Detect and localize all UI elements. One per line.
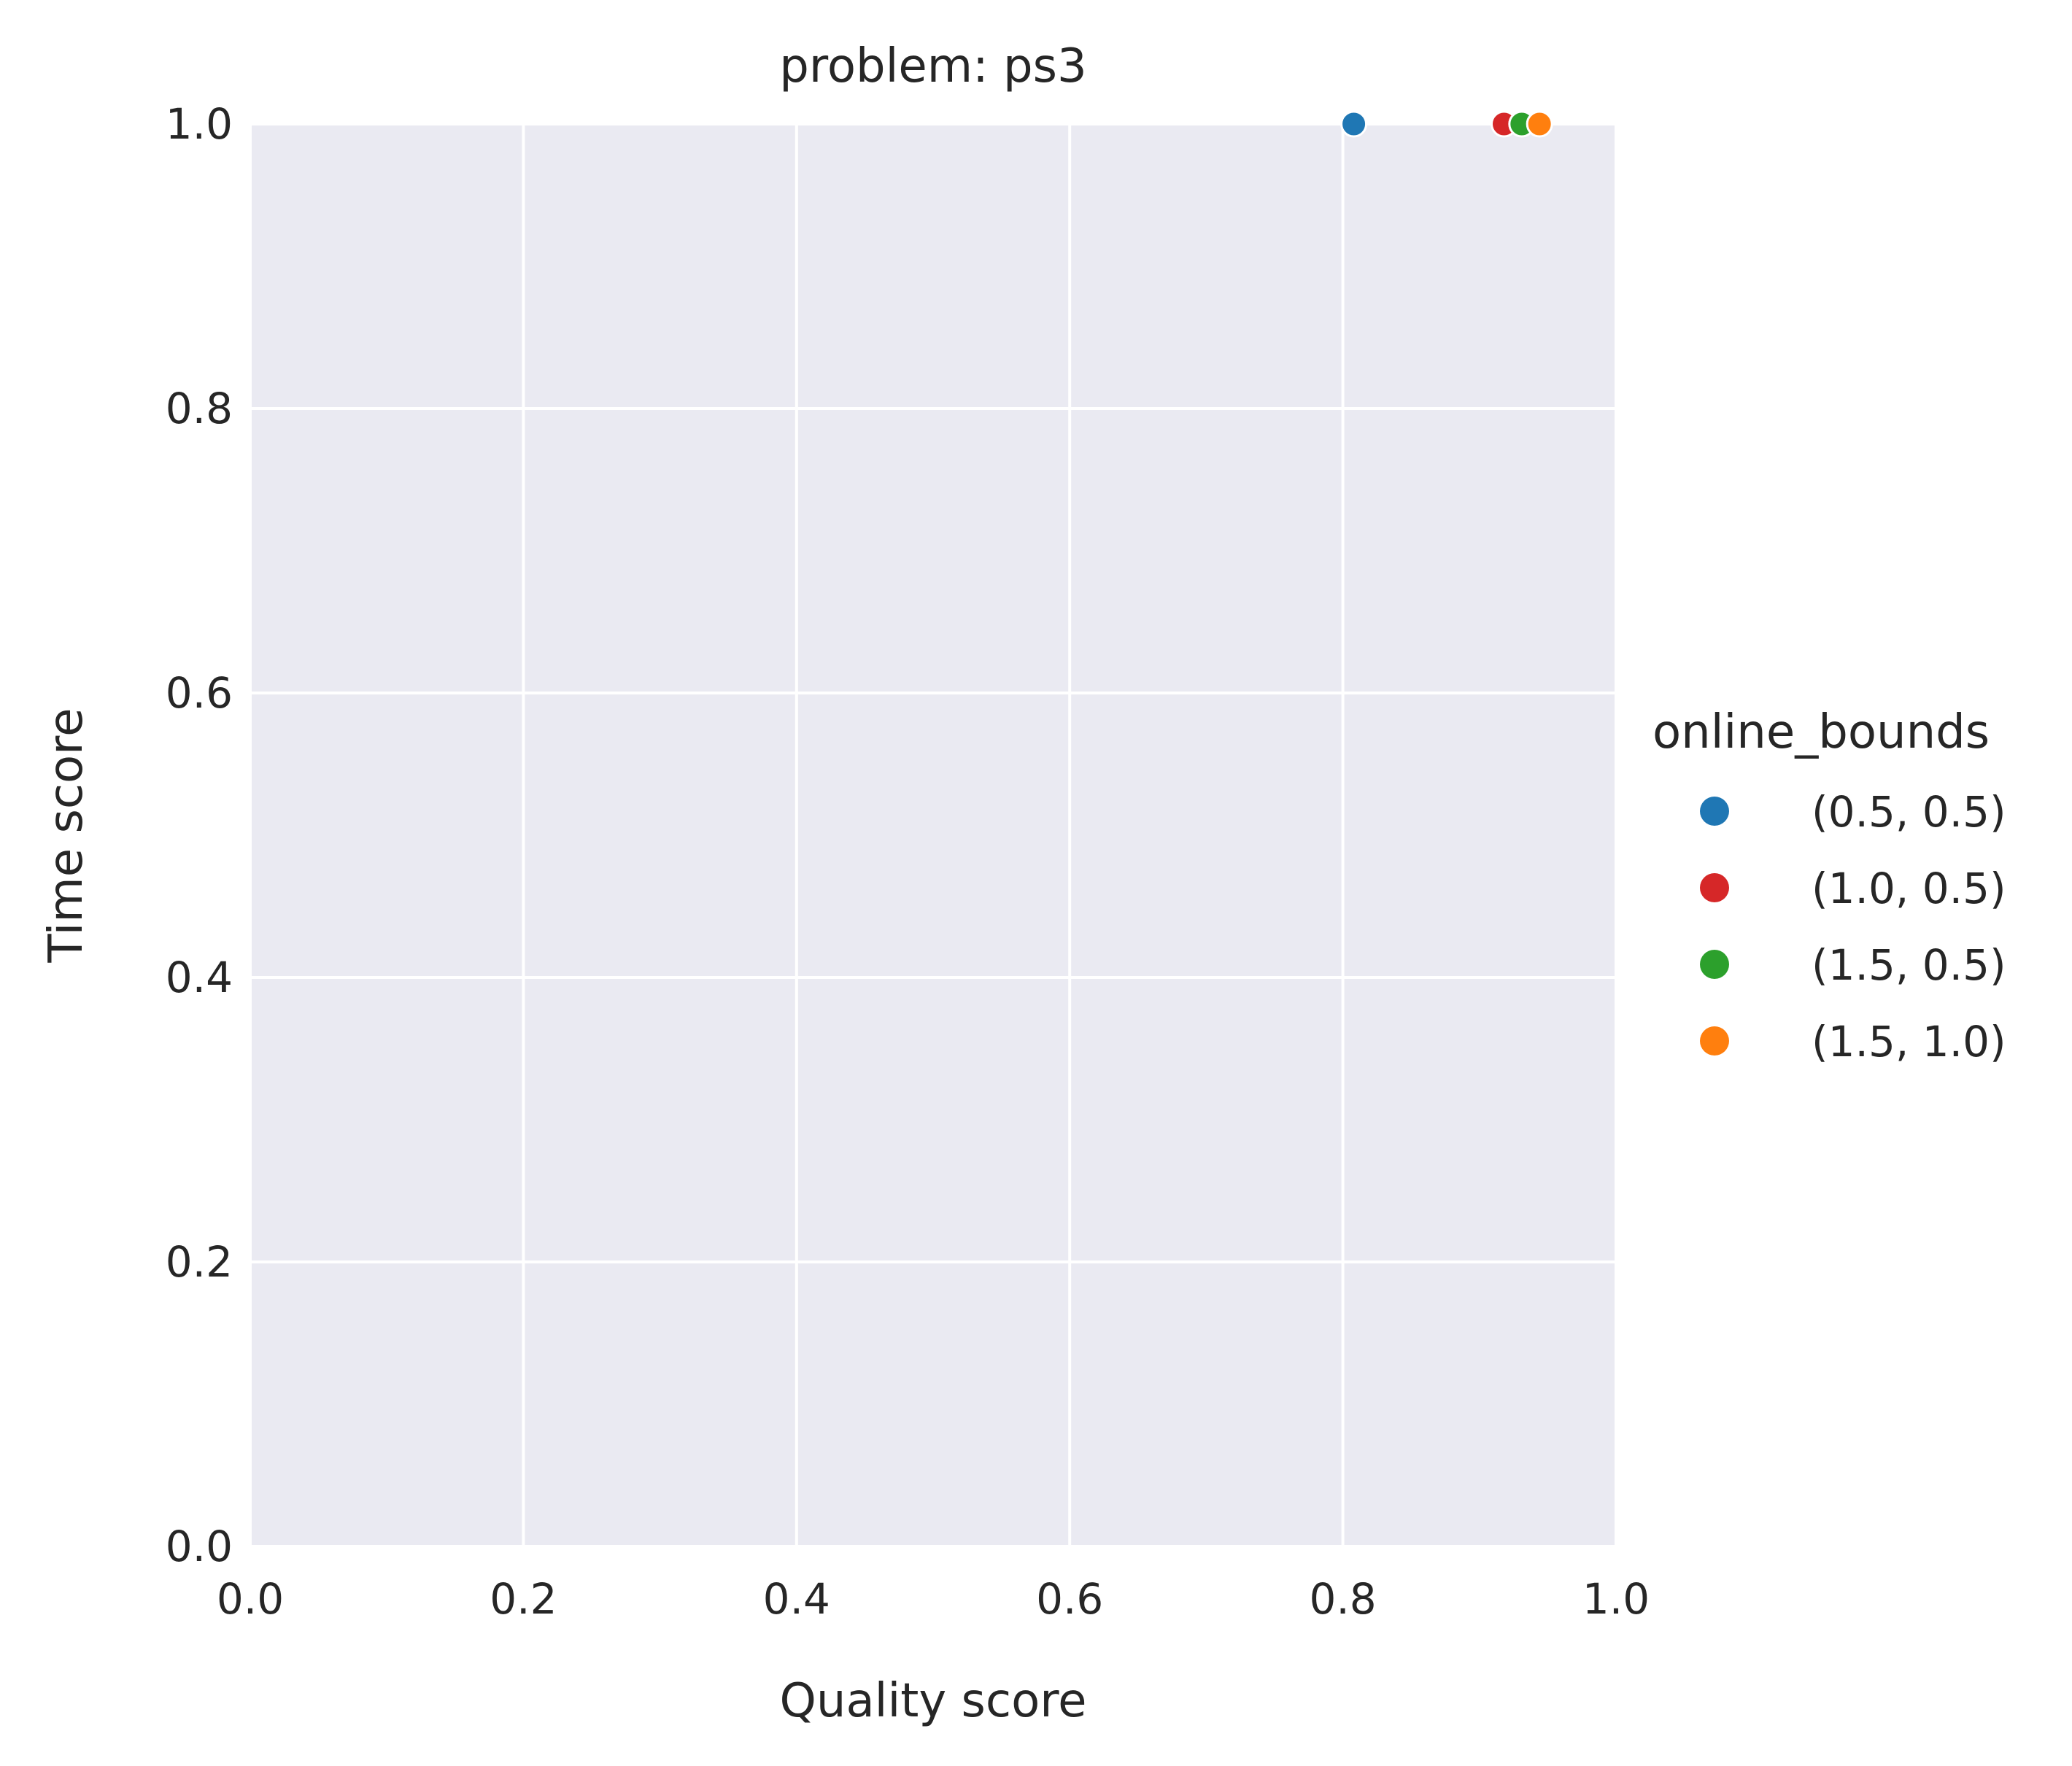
legend-marker bbox=[1700, 950, 1729, 979]
y-tick-label: 0.2 bbox=[166, 1237, 233, 1287]
x-tick-label: 0.8 bbox=[1309, 1574, 1376, 1624]
y-tick-label: 1.0 bbox=[166, 99, 233, 149]
x-tick-labels: 0.0 0.2 0.4 0.6 0.8 1.0 bbox=[217, 1574, 1650, 1624]
legend-marker bbox=[1700, 797, 1729, 826]
legend-title: online_bounds bbox=[1652, 705, 1990, 759]
legend-marker bbox=[1700, 1026, 1729, 1056]
legend: online_bounds (0.5, 0.5) (1.0, 0.5) (1.5, … bbox=[1652, 705, 2006, 1066]
chart-title: problem: ps3 bbox=[779, 39, 1086, 93]
y-axis-title: Time score bbox=[39, 708, 93, 964]
y-tick-labels: 0.0 0.2 0.4 0.6 0.8 1.0 bbox=[166, 99, 233, 1571]
x-tick-label: 1.0 bbox=[1582, 1574, 1650, 1624]
grid-lines bbox=[249, 123, 1617, 1548]
y-tick-label: 0.4 bbox=[166, 953, 233, 1002]
x-tick-label: 0.6 bbox=[1036, 1574, 1103, 1624]
y-tick-label: 0.8 bbox=[166, 384, 233, 433]
legend-label: (1.0, 0.5) bbox=[1812, 864, 2006, 913]
data-points bbox=[1340, 110, 1553, 138]
legend-marker bbox=[1700, 873, 1729, 902]
x-axis-title: Quality score bbox=[780, 1674, 1087, 1728]
scatter-point bbox=[1340, 110, 1368, 138]
legend-label: (0.5, 0.5) bbox=[1812, 787, 2006, 837]
legend-label: (1.5, 1.0) bbox=[1812, 1017, 2006, 1066]
y-tick-label: 0.0 bbox=[166, 1522, 233, 1571]
x-tick-label: 0.4 bbox=[763, 1574, 830, 1624]
legend-label: (1.5, 0.5) bbox=[1812, 940, 2006, 990]
plot-area bbox=[250, 124, 1616, 1546]
x-tick-label: 0.0 bbox=[217, 1574, 284, 1624]
x-tick-label: 0.2 bbox=[490, 1574, 557, 1624]
scatter-point bbox=[1526, 110, 1553, 138]
y-tick-label: 0.6 bbox=[166, 668, 233, 718]
